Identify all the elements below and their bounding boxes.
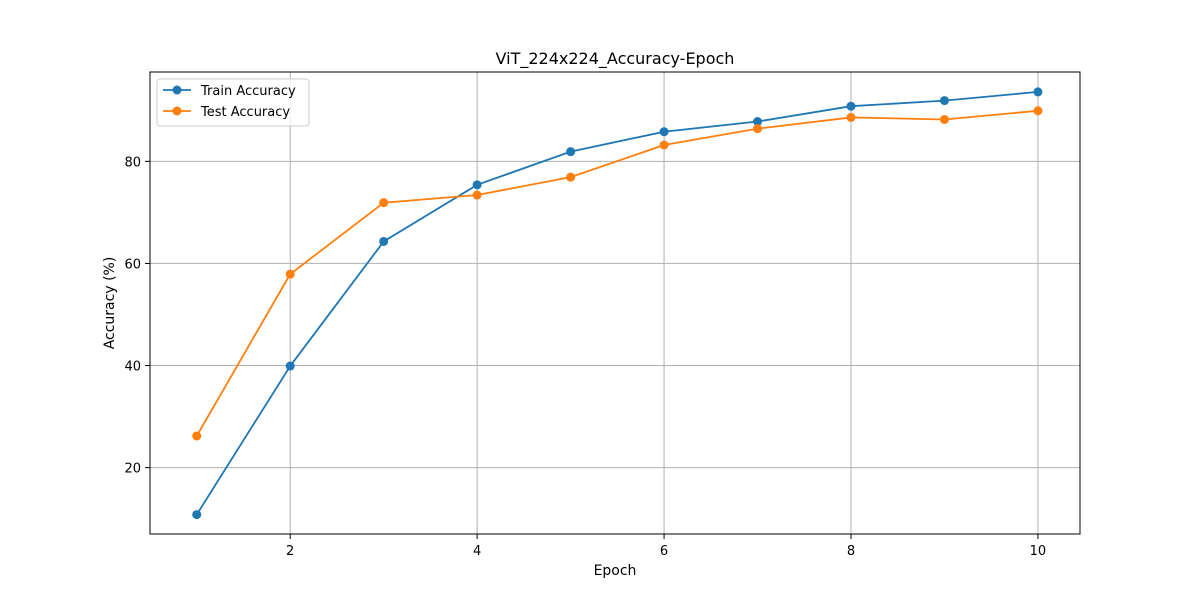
y-tick-label: 60 bbox=[124, 257, 141, 272]
legend-test-label: Test Accuracy bbox=[200, 105, 290, 120]
train-accuracy-point bbox=[192, 510, 202, 520]
x-tick-label: 8 bbox=[847, 544, 855, 559]
train-accuracy-point bbox=[659, 127, 669, 137]
test-accuracy-point bbox=[566, 172, 576, 182]
x-tick-label: 6 bbox=[660, 544, 668, 559]
y-tick-label: 40 bbox=[124, 360, 141, 375]
x-axis-title: Epoch bbox=[594, 563, 637, 579]
test-accuracy-point bbox=[192, 431, 202, 441]
train-accuracy-point bbox=[1033, 87, 1043, 97]
test-accuracy-point bbox=[659, 140, 669, 150]
x-tick-label: 4 bbox=[473, 544, 481, 559]
legend-test-marker bbox=[172, 106, 182, 116]
train-accuracy-point bbox=[939, 96, 949, 106]
train-accuracy-point bbox=[379, 236, 389, 246]
legend: Train Accuracy Test Accuracy bbox=[156, 78, 310, 127]
train-accuracy-point bbox=[846, 101, 856, 111]
train-accuracy-point bbox=[285, 361, 295, 371]
test-accuracy-point bbox=[379, 198, 389, 208]
series-lines bbox=[192, 87, 1043, 520]
y-tick-label: 20 bbox=[124, 462, 141, 477]
y-axis-title: Accuracy (%) bbox=[102, 257, 118, 350]
legend-train-marker bbox=[172, 85, 182, 95]
test-accuracy-point bbox=[285, 269, 295, 279]
legend-box bbox=[156, 78, 310, 127]
x-tick-label: 2 bbox=[286, 544, 294, 559]
test-accuracy-point bbox=[472, 190, 482, 200]
test-accuracy-point bbox=[939, 114, 949, 124]
train-accuracy-point bbox=[753, 117, 763, 127]
test-accuracy-point bbox=[846, 112, 856, 122]
train-accuracy-point bbox=[566, 147, 576, 157]
train-accuracy-line bbox=[195, 91, 1039, 516]
chart-title: ViT_224x224_Accuracy-Epoch bbox=[496, 49, 735, 69]
test-accuracy-point bbox=[1033, 106, 1043, 116]
legend-train-label: Train Accuracy bbox=[200, 84, 296, 99]
plot-area-frame bbox=[149, 71, 1081, 535]
train-accuracy-point bbox=[472, 180, 482, 190]
y-tick-label: 80 bbox=[124, 155, 141, 170]
test-accuracy-line bbox=[195, 109, 1039, 437]
test-accuracy-point bbox=[753, 124, 763, 134]
axis-ticks: 2 4 6 8 10 20 40 60 80 bbox=[124, 155, 1046, 559]
x-tick-label: 10 bbox=[1030, 544, 1047, 559]
